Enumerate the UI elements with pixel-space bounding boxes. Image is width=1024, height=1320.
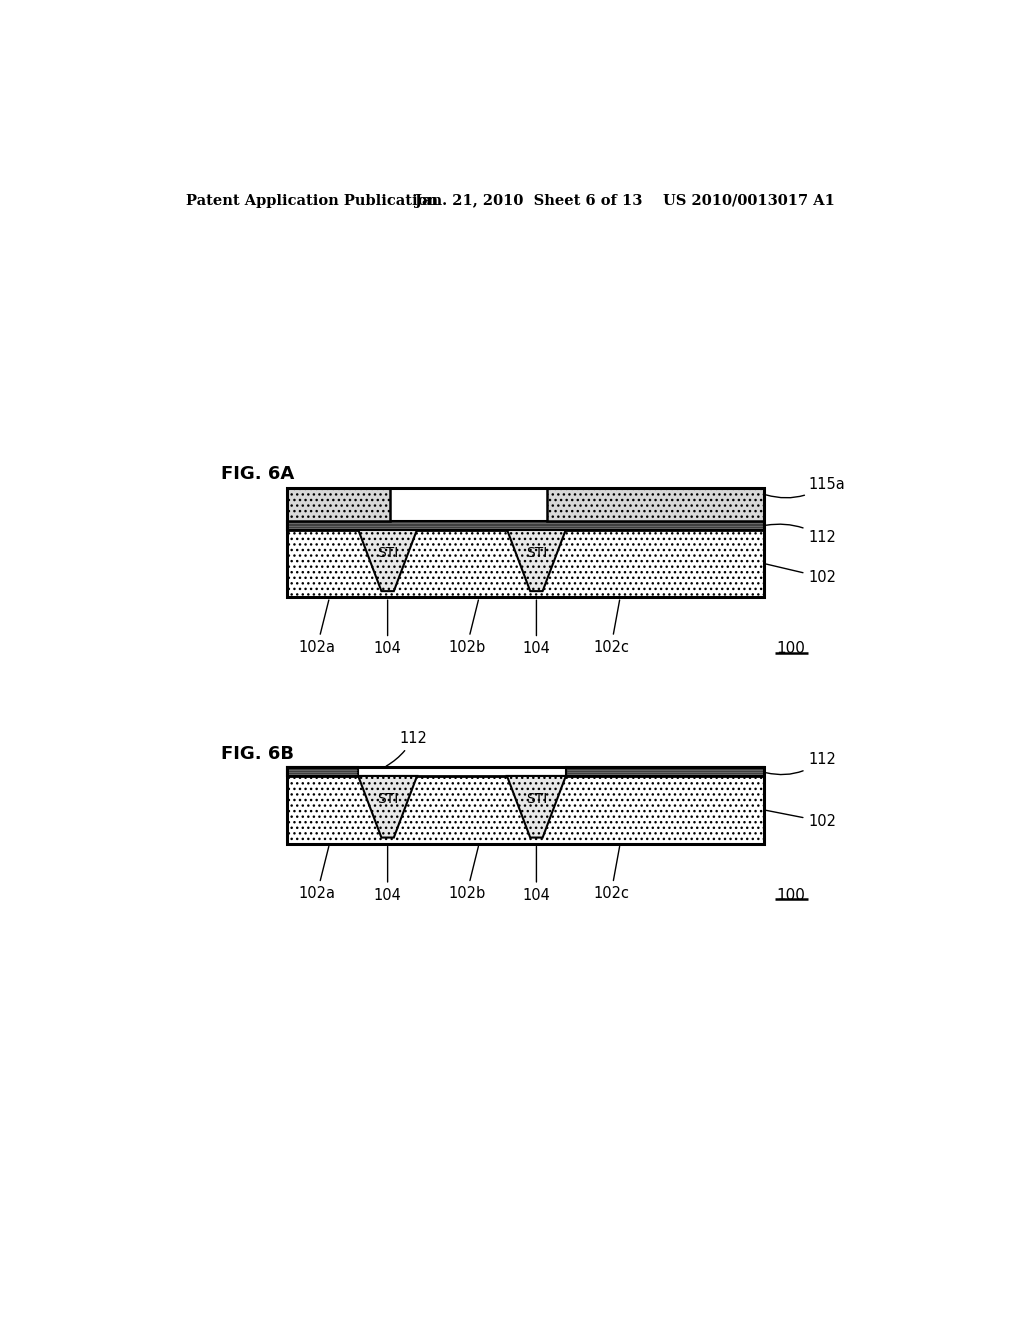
Bar [287, 767, 358, 776]
Text: 102c: 102c [593, 846, 629, 902]
Bar [287, 521, 764, 529]
Bar [287, 488, 764, 598]
Text: Jan. 21, 2010  Sheet 6 of 13: Jan. 21, 2010 Sheet 6 of 13 [415, 194, 642, 207]
Text: FIG. 6B: FIG. 6B [221, 744, 294, 763]
Bar [287, 767, 764, 843]
Text: FIG. 6A: FIG. 6A [221, 465, 294, 483]
Text: 112: 112 [766, 752, 837, 775]
Bar [287, 488, 390, 521]
Text: STI: STI [525, 545, 547, 560]
Polygon shape [358, 529, 417, 591]
Text: 115a: 115a [766, 477, 845, 498]
Text: STI: STI [377, 792, 398, 807]
Text: 102a: 102a [299, 846, 336, 902]
Text: STI: STI [525, 792, 547, 807]
Text: 102b: 102b [449, 601, 485, 655]
Polygon shape [358, 776, 417, 838]
Text: 102b: 102b [449, 846, 485, 902]
Polygon shape [507, 529, 566, 591]
Text: 102: 102 [766, 564, 837, 585]
Text: 100: 100 [776, 642, 805, 656]
Text: 104: 104 [374, 846, 401, 903]
Text: 102c: 102c [593, 601, 629, 655]
Text: 104: 104 [522, 601, 550, 656]
Text: 102: 102 [766, 810, 837, 829]
Polygon shape [507, 776, 566, 838]
Text: 112: 112 [386, 731, 427, 766]
Text: 102a: 102a [299, 601, 336, 655]
Text: 104: 104 [522, 846, 550, 903]
Bar [287, 776, 764, 843]
Text: STI: STI [377, 545, 398, 560]
Bar [547, 488, 764, 521]
Text: 112: 112 [766, 524, 837, 545]
Text: 100: 100 [776, 887, 805, 903]
Text: 104: 104 [374, 601, 401, 656]
Bar [566, 767, 764, 776]
Bar [287, 529, 764, 598]
Text: US 2010/0013017 A1: US 2010/0013017 A1 [663, 194, 835, 207]
Text: Patent Application Publication: Patent Application Publication [186, 194, 438, 207]
